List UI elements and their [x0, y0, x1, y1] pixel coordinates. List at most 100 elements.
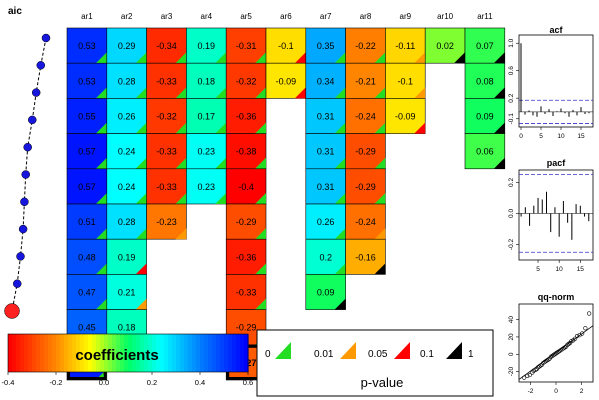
heatmap-cell-value: 0.31: [317, 147, 335, 157]
pvalue-break-label: 1: [468, 349, 474, 360]
pvalue-flag: [135, 157, 147, 169]
heatmap-cell: [66, 62, 108, 99]
heatmap-cell-value: 0.28: [118, 217, 136, 227]
pvalue-flag: [493, 52, 505, 64]
heatmap-cell-value: 0.24: [118, 182, 136, 192]
pvalue-flag: [215, 52, 227, 64]
pvalue-legend-title: p-value: [361, 375, 404, 390]
colorbar-segment: [108, 334, 113, 372]
pacf-title: pacf: [547, 158, 567, 168]
pvalue-flag: [334, 87, 346, 99]
pvalue-flag: [255, 87, 266, 99]
heatmap-cell-value: -0.33: [156, 182, 177, 192]
colorbar-segment: [164, 334, 169, 372]
column-header-ar5: ar5: [240, 12, 252, 21]
qq-point: [587, 311, 592, 316]
column-header-ar4: ar4: [201, 12, 213, 21]
heatmap-cell-value: 0.2: [319, 252, 332, 262]
heatmap-cell: [106, 168, 147, 205]
column-header-ar9: ar9: [400, 12, 412, 21]
pvalue-flag: [454, 52, 465, 64]
acf-y-tick-label: 0.2: [508, 93, 515, 102]
aic-line: [11, 37, 47, 312]
acf-x-tick-label: 15: [577, 133, 585, 140]
colorbar-segment: [216, 334, 221, 372]
colorbar-segment: [112, 334, 117, 372]
qq-point: [522, 375, 527, 380]
colorbar-segment: [28, 334, 33, 372]
heatmap-cell: [146, 98, 187, 134]
heatmap-cell: [464, 133, 506, 170]
pacf-x-tick-label: 15: [577, 266, 585, 273]
pvalue-flag: [374, 87, 386, 99]
colorbar-segment: [144, 334, 149, 372]
colorbar-segment: [92, 334, 97, 372]
heatmap-cell: [345, 203, 386, 240]
pvalue-flag: [175, 87, 187, 99]
colorbar-segment: [220, 334, 225, 372]
heatmap-cell: [106, 98, 147, 134]
colorbar-segment: [32, 334, 37, 372]
colorbar-segment: [240, 334, 245, 372]
pvalue-break-label: 0.01: [314, 349, 334, 360]
pvalue-flag: [95, 263, 107, 275]
pvalue-flag: [95, 228, 107, 240]
heatmap-cell: [464, 62, 506, 99]
pvalue-flag: [215, 193, 227, 204]
qq-point: [527, 372, 532, 378]
pvalue-flag: [493, 122, 505, 134]
pvalue-flag: [294, 52, 306, 64]
heatmap-cell-value: 0.26: [317, 217, 335, 227]
heatmap-cell-value: -0.36: [236, 252, 257, 262]
colorbar-segment: [72, 334, 77, 372]
aic-point: [21, 170, 30, 179]
heatmap-cell-value: 0.18: [118, 323, 136, 333]
colorbar-segment: [100, 334, 105, 372]
heatmap-cell-value: 0.24: [118, 147, 136, 157]
heatmap-cell-value: 0.31: [317, 182, 335, 192]
acf-y-tick-label: 1.0: [508, 38, 515, 47]
column-header-ar7: ar7: [320, 12, 332, 21]
pvalue-flag: [95, 122, 107, 134]
heatmap-cell: [225, 62, 267, 99]
pvalue-flag: [175, 52, 187, 64]
heatmap-cell: [225, 98, 267, 134]
pvalue-flag: [493, 87, 505, 99]
aic-point: [23, 142, 32, 152]
heatmap-cell-value: 0.29: [118, 41, 136, 51]
heatmap-cell: [146, 27, 187, 64]
heatmap-cell: [345, 27, 386, 64]
heatmap-cell-value: -0.32: [236, 76, 257, 86]
colorbar-segment: [104, 334, 109, 372]
pvalue-flag: [175, 157, 187, 169]
heatmap-cell-value: 0.34: [317, 76, 335, 86]
heatmap-cell-value: 0.45: [78, 323, 96, 333]
colorbar-segment: [160, 334, 165, 372]
colorbar-segment: [16, 334, 21, 372]
colorbar-segment: [152, 334, 157, 372]
heatmap-cell-value: -0.32: [156, 112, 177, 122]
heatmap-cell: [186, 168, 227, 205]
acf-y-tick-label: -0.1: [508, 113, 515, 125]
pvalue-flag: [414, 122, 426, 134]
pvalue-legend: p-value 0 0.01 0.05 0.1 1: [256, 329, 494, 397]
qq-point: [531, 368, 536, 373]
heatmap-cell: [186, 133, 227, 170]
colorbar-segment: [84, 334, 89, 372]
pvalue-flag: [294, 87, 306, 99]
pvalue-flag: [255, 263, 266, 275]
colorbar-segment: [20, 334, 25, 372]
heatmap-cell: [106, 274, 147, 310]
colorbar-segment: [204, 334, 209, 372]
heatmap-cell-value: -0.29: [355, 182, 376, 192]
aic-point: [18, 224, 28, 234]
colorbar-frame: [7, 333, 249, 373]
pvalue-legend-swatch: [340, 342, 356, 359]
qq-point: [533, 367, 538, 372]
colorbar-segment: [200, 334, 205, 372]
heatmap-cell-value: 0.21: [118, 288, 136, 298]
pvalue-flag: [135, 122, 147, 134]
heatmap-cell: [345, 62, 386, 99]
colorbar-segment: [156, 334, 161, 372]
aic-point: [31, 88, 41, 97]
